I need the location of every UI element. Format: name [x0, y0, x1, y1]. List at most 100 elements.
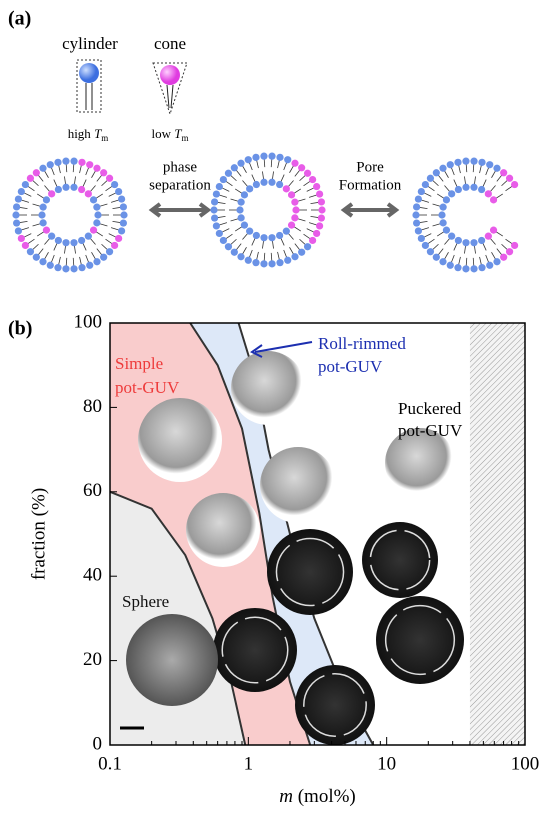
head: [439, 258, 446, 265]
head: [268, 153, 275, 160]
head: [27, 175, 34, 182]
head: [470, 184, 477, 191]
head: [231, 249, 238, 256]
head: [211, 198, 218, 205]
head: [38, 211, 45, 218]
head: [309, 176, 316, 183]
head: [48, 190, 55, 197]
head: [213, 222, 220, 229]
x-axis-label: m (mol%): [279, 786, 356, 807]
head: [43, 227, 50, 234]
head: [118, 227, 125, 234]
head: [15, 227, 22, 234]
micrograph: [213, 608, 297, 692]
head: [85, 233, 92, 240]
head: [78, 159, 85, 166]
head: [106, 175, 113, 182]
head: [33, 169, 40, 176]
micrograph: [362, 522, 438, 598]
head: [220, 237, 227, 244]
region-label: Puckered: [398, 399, 462, 418]
head: [462, 265, 469, 272]
head: [62, 184, 69, 191]
head: [283, 185, 290, 192]
head: [86, 161, 93, 168]
head: [241, 222, 248, 229]
head: [493, 258, 500, 265]
head: [70, 158, 77, 165]
head: [448, 233, 455, 240]
head: [40, 219, 47, 226]
head: [500, 169, 507, 176]
head: [93, 258, 100, 265]
tm-label: high Tm: [68, 126, 109, 143]
head: [62, 239, 69, 246]
head: [78, 237, 85, 244]
transition-label: Pore: [356, 159, 384, 175]
head: [48, 233, 55, 240]
head: [427, 175, 434, 182]
head: [291, 160, 298, 167]
head: [413, 219, 420, 226]
unit: (mol%): [293, 786, 356, 807]
head: [260, 179, 267, 186]
head: [225, 243, 232, 250]
head: [237, 253, 244, 260]
head: [433, 254, 440, 261]
head: [241, 191, 248, 198]
head: [284, 257, 291, 264]
head: [304, 170, 311, 177]
head: [160, 65, 180, 85]
head: [427, 248, 434, 255]
head: [111, 242, 118, 249]
head: [470, 265, 477, 272]
head: [418, 188, 425, 195]
head: [90, 196, 97, 203]
head: [443, 227, 450, 234]
head: [22, 181, 29, 188]
head: [284, 156, 291, 163]
head: [216, 230, 223, 237]
head: [70, 265, 77, 272]
head: [493, 165, 500, 172]
y-tick-label: 60: [83, 480, 102, 501]
head: [43, 196, 50, 203]
head: [268, 179, 275, 186]
head: [283, 228, 290, 235]
head: [316, 190, 323, 197]
head: [470, 158, 477, 165]
head: [54, 264, 61, 271]
head: [13, 219, 20, 226]
head: [313, 230, 320, 237]
head: [79, 63, 99, 83]
micrograph: [186, 493, 260, 567]
y-tick-label: 40: [83, 565, 102, 586]
head: [93, 204, 100, 211]
head: [511, 181, 518, 188]
head: [78, 186, 85, 193]
head: [252, 259, 259, 266]
micrograph: [260, 447, 336, 523]
head: [260, 234, 267, 241]
head: [298, 164, 305, 171]
region-label: Roll-rimmed: [318, 334, 406, 353]
head: [62, 158, 69, 165]
head: [413, 203, 420, 210]
head: [246, 228, 253, 235]
head: [93, 165, 100, 172]
head: [210, 206, 217, 213]
tm-label: low Tm: [152, 126, 189, 143]
head: [253, 232, 260, 239]
head: [478, 159, 485, 166]
y-tick-label: 100: [74, 311, 103, 332]
head: [253, 181, 260, 188]
head: [422, 242, 429, 249]
head: [55, 237, 62, 244]
head: [90, 227, 97, 234]
head: [245, 156, 252, 163]
head: [18, 235, 25, 242]
head: [15, 195, 22, 202]
head: [100, 254, 107, 261]
x-tick-label: 100: [511, 753, 540, 774]
head: [47, 262, 54, 269]
